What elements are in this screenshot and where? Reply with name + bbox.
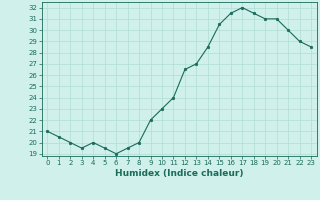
X-axis label: Humidex (Indice chaleur): Humidex (Indice chaleur) bbox=[115, 169, 244, 178]
